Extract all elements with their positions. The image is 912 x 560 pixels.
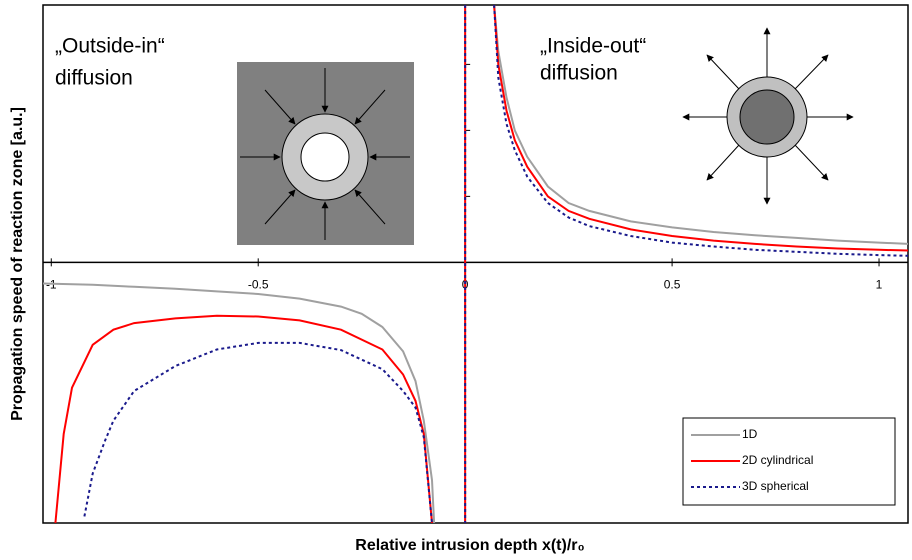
y-axis-title: Propagation speed of reaction zone [a.u.… [9,107,26,421]
legend-label: 2D cylindrical [742,453,813,467]
series-line [43,5,908,523]
annotation: „Outside-in“ [55,35,165,58]
plot-area [43,5,908,523]
inside-out-icon [682,27,854,205]
annotation: diffusion [55,67,133,90]
legend-label: 1D [742,427,758,441]
x-tick-label: -0.5 [248,278,269,292]
x-axis-title: Relative intrusion depth x(t)/r₀ [355,537,584,554]
series-line [83,5,908,523]
annotation: diffusion [540,62,618,85]
x-tick-label: 0.5 [664,278,681,292]
outside-in-icon [237,62,414,245]
x-tick-label: 1 [876,278,883,292]
annotation: „Inside-out“ [540,35,646,58]
legend-label: 3D spherical [742,479,809,493]
series-line [54,5,908,523]
